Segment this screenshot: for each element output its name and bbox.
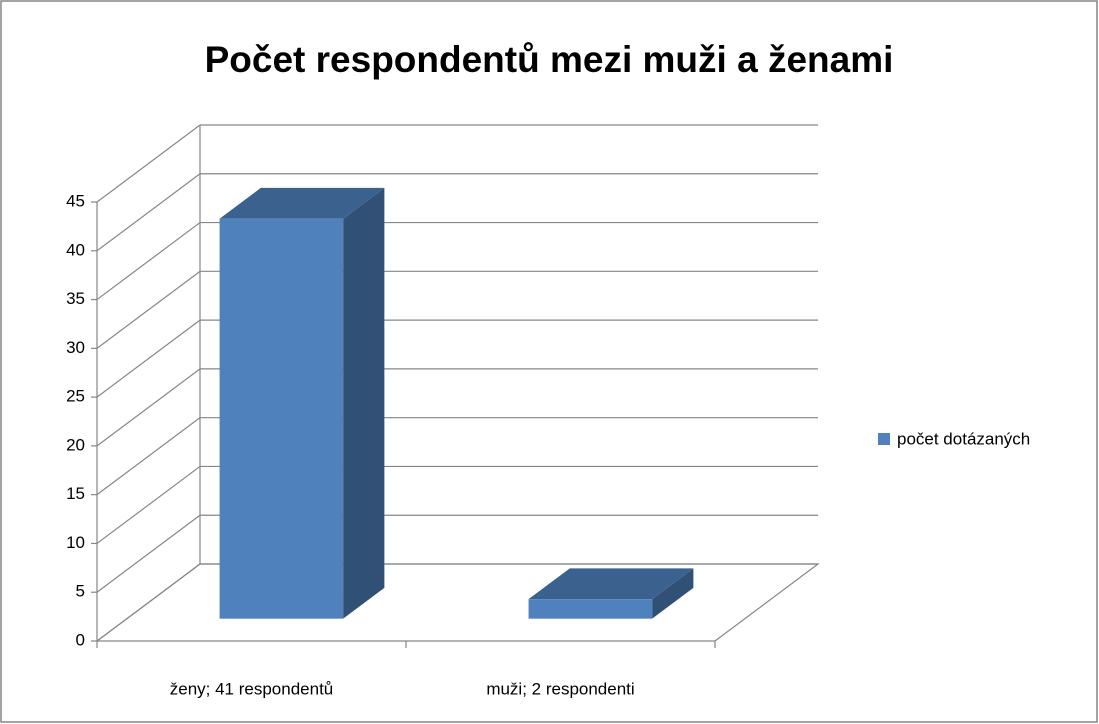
grid-line <box>96 124 201 203</box>
y-tick-label: 10 <box>66 533 85 552</box>
y-tick-label: 20 <box>66 435 85 454</box>
bar-side <box>652 568 694 619</box>
y-tick-label: 45 <box>66 191 85 210</box>
grid-line <box>96 417 201 496</box>
chart-title: Počet respondentů mezi muži a ženami <box>205 39 894 80</box>
grid-line <box>96 465 201 544</box>
y-tick-label: 15 <box>66 484 85 503</box>
grid-line <box>96 514 201 593</box>
x-tick-label: muži; 2 respondenti <box>486 679 634 698</box>
grid-line <box>96 222 201 301</box>
legend-label: počet dotázaných <box>897 429 1030 448</box>
y-tick-label: 5 <box>76 582 85 601</box>
bar <box>219 218 344 619</box>
grid-line <box>96 368 201 447</box>
grid-line <box>96 563 201 642</box>
y-tick-label: 30 <box>66 338 85 357</box>
y-tick-label: 35 <box>66 289 85 308</box>
y-tick-label: 40 <box>66 240 85 259</box>
grid-line <box>96 319 201 398</box>
bar-side <box>343 187 385 619</box>
y-tick-label: 25 <box>66 387 85 406</box>
bar-top <box>528 568 694 600</box>
legend-swatch <box>878 433 890 445</box>
bar-top <box>219 187 385 219</box>
x-tick-label: ženy; 41 respondentů <box>170 679 334 698</box>
bar <box>528 599 653 619</box>
grid-line <box>96 270 201 349</box>
grid-line <box>96 173 201 252</box>
y-tick-label: 0 <box>76 630 85 649</box>
